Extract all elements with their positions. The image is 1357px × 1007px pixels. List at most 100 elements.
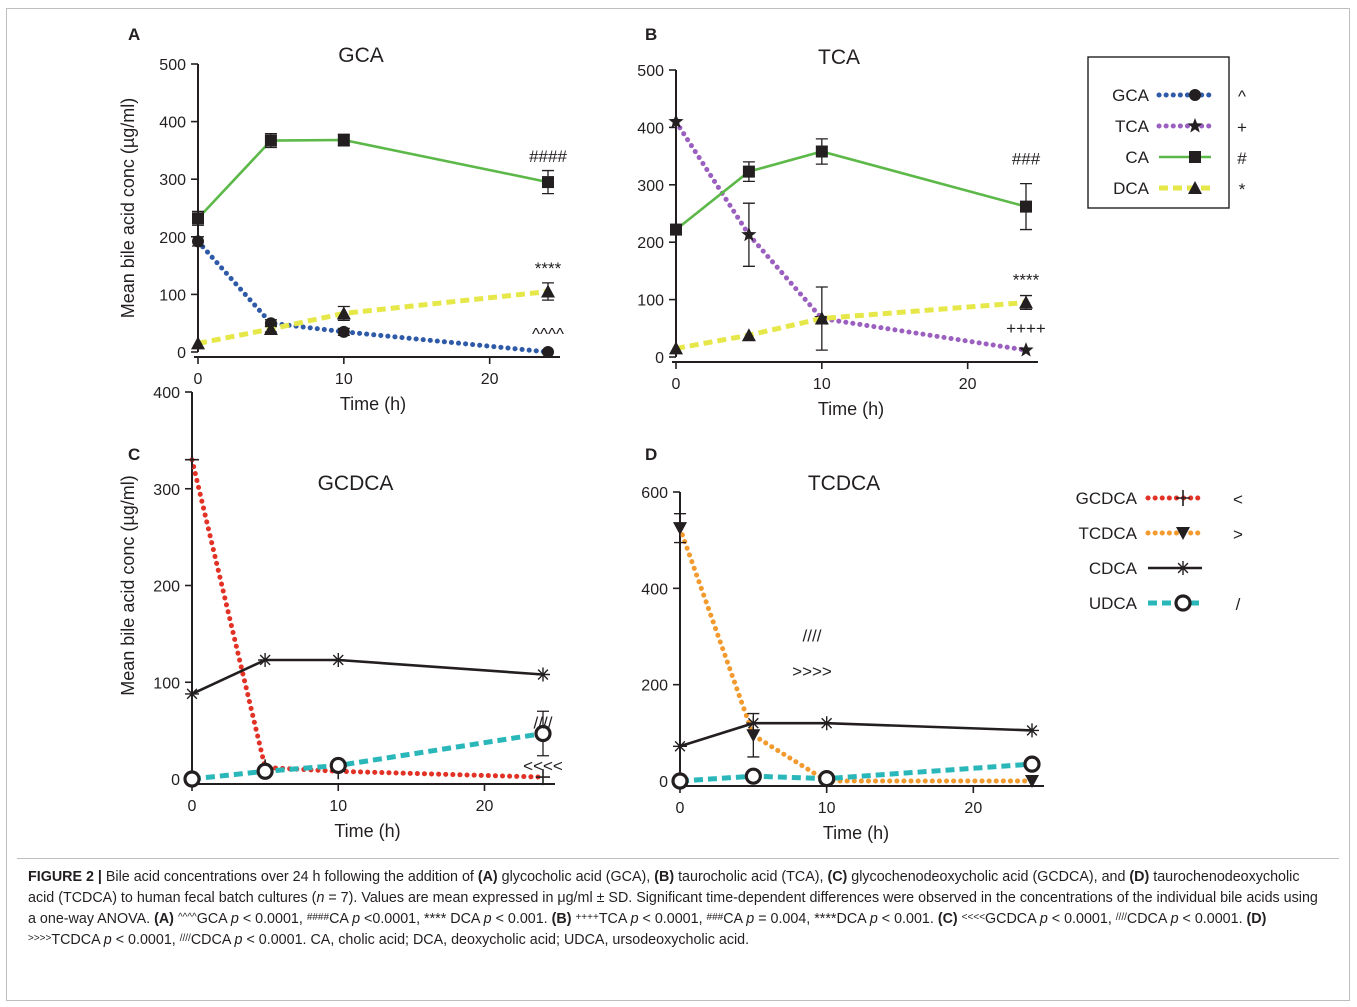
data-point <box>668 113 684 129</box>
chart-panel-a: A GCA 0 100 200 300 400 500 0 10 20 Time (h) Mean bi… <box>118 25 567 414</box>
legend-marker <box>1189 89 1201 101</box>
data-point <box>185 686 199 701</box>
caption-text-segment: glycocholic acid (GCA), <box>497 869 655 885</box>
data-point <box>818 769 836 788</box>
series-line <box>677 525 1035 784</box>
caption-text-segment: CDCA <box>1126 911 1171 927</box>
caption-text-segment: (C) <box>827 869 848 885</box>
series-cdca <box>185 653 550 701</box>
y-tick-label: 300 <box>637 178 664 195</box>
legend-symbol: * <box>1239 180 1246 199</box>
series-tca <box>668 113 1034 357</box>
legend-bottom: GCDCA < TCDCA > CDCA UDCA / <box>1076 489 1243 614</box>
caption-text-segment: #### <box>306 912 330 923</box>
data-point <box>331 653 346 667</box>
y-tick-label: 0 <box>659 774 668 791</box>
data-point <box>337 325 350 338</box>
legend-item-udca: UDCA / <box>1089 594 1241 614</box>
data-point <box>746 716 761 731</box>
series-udca <box>671 755 1041 790</box>
legend-marker <box>1176 490 1190 506</box>
data-point <box>542 176 554 189</box>
caption-text-segment: >>>> <box>28 933 52 944</box>
caption-text-segment: p <box>352 911 361 927</box>
caption-figure-label: FIGURE 2 | <box>28 869 102 885</box>
caption-text-segment: ### <box>706 912 724 923</box>
caption-text-segment: p <box>746 911 755 927</box>
legend-item-dca: DCA * <box>1113 179 1246 199</box>
x-tick-label: 20 <box>481 371 499 388</box>
caption-text-segment: = 0.004, ****DCA <box>754 911 870 927</box>
data-point <box>819 716 834 731</box>
caption-text-segment: GCA <box>196 911 231 927</box>
y-tick-label: 0 <box>171 772 180 789</box>
legend-label: CDCA <box>1089 559 1138 578</box>
significance-label: <<<< <box>523 756 563 775</box>
caption-text-segment: (B) <box>654 869 675 885</box>
data-point <box>814 311 829 325</box>
figure-frame <box>6 8 1350 1001</box>
series-line <box>189 457 546 780</box>
series-line <box>191 731 544 782</box>
data-point <box>673 522 687 536</box>
chart-panel-d: D TCDCA 0 200 400 600 0 10 20 Time (h) //// >>>> <box>641 445 1044 843</box>
caption-text-segment: < 0.0001. <box>1178 911 1247 927</box>
x-tick-label: 0 <box>676 800 685 817</box>
chart-title: GCA <box>338 44 384 67</box>
significance-label: ++++ <box>1006 319 1046 338</box>
series-line <box>675 150 1027 231</box>
caption-text-segment: (A) <box>154 911 174 927</box>
series-line <box>191 658 544 696</box>
data-point <box>191 336 205 350</box>
significance-label: ^^^^ <box>532 324 564 343</box>
data-point <box>746 729 761 743</box>
panel-letter: D <box>645 445 657 464</box>
legend-item-gcdca: GCDCA < <box>1076 489 1243 509</box>
legend-marker <box>1176 527 1190 540</box>
series-line <box>197 138 549 220</box>
x-axis-label: Time (h) <box>340 394 406 414</box>
caption-text-segment: ++++ <box>575 912 599 923</box>
caption-text-segment: < 0.001. <box>491 911 552 927</box>
series-tcdca <box>673 513 1039 788</box>
caption-text-segment: taurocholic acid (TCA), <box>674 869 828 885</box>
data-point <box>1025 723 1039 738</box>
series-ca <box>670 138 1032 236</box>
data-point <box>263 321 278 335</box>
caption-text-segment: p <box>230 911 239 927</box>
data-point <box>185 451 199 468</box>
caption-text-segment: GCDCA <box>985 911 1040 927</box>
legend-item-tca: TCA + <box>1115 117 1247 137</box>
caption-text-segment: //// <box>179 933 191 944</box>
legend-label: TCA <box>1115 117 1150 136</box>
y-tick-label: 200 <box>641 678 668 695</box>
legend-item-cdca: CDCA <box>1089 559 1202 578</box>
y-tick-label: 300 <box>159 172 186 189</box>
data-point <box>670 223 682 236</box>
y-tick-label: 600 <box>641 485 668 502</box>
caption-text-segment: p <box>1039 911 1048 927</box>
y-tick-label: 500 <box>159 57 186 74</box>
significance-label: //// <box>803 626 822 645</box>
y-axis-label: Mean bile acid conc (µg/ml) <box>118 98 138 318</box>
significance-label: **** <box>1013 270 1040 289</box>
data-point <box>1020 200 1032 213</box>
legend-symbol: ^ <box>1238 87 1246 106</box>
panel-letter: B <box>645 25 657 44</box>
data-point <box>192 212 204 225</box>
legend-top: GCA ^ TCA + CA # DCA * <box>1087 56 1247 209</box>
caption-text-segment: p <box>483 911 492 927</box>
data-point <box>336 306 351 320</box>
caption-text-segment: CA <box>723 911 747 927</box>
y-tick-label: 400 <box>159 115 186 132</box>
series-line <box>673 119 1029 353</box>
caption-text-segment: < 0.0001. CA, cholic acid; DCA, deoxycho… <box>242 932 750 948</box>
x-tick-label: 0 <box>188 798 197 815</box>
significance-label: //// <box>534 714 553 733</box>
x-tick-label: 0 <box>672 376 681 393</box>
caption-text-segment: = 7). Values are mean expressed in μg/ml… <box>28 890 1318 927</box>
caption-text-segment: ^^^^ <box>177 912 197 923</box>
legend-item-ca: CA # <box>1125 148 1247 168</box>
series-line <box>679 761 1033 784</box>
y-tick-label: 500 <box>637 63 664 80</box>
